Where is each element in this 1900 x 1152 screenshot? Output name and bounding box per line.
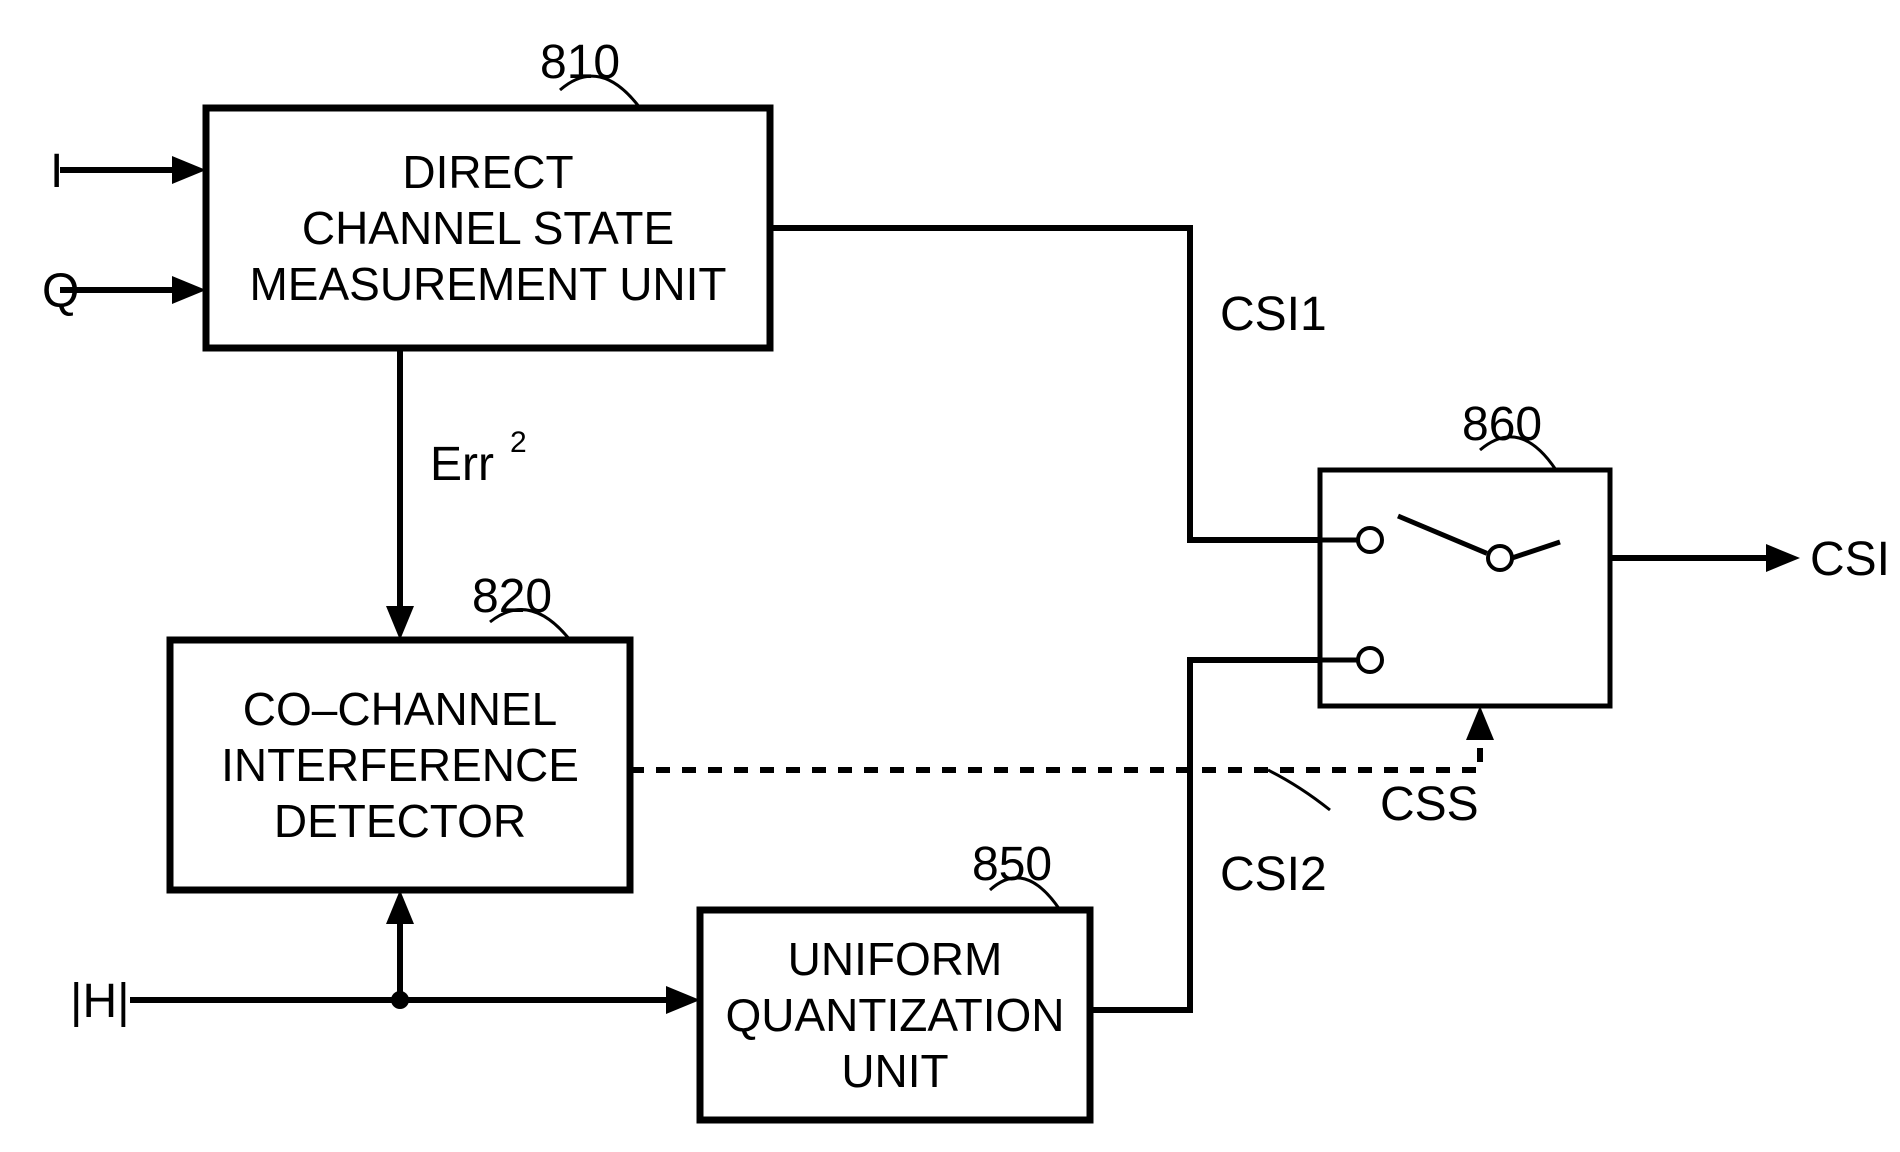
b850-label-line: UNIT — [841, 1045, 948, 1097]
b820-label-line: CO–CHANNEL — [243, 683, 557, 735]
b850-ref: 850 — [972, 838, 1052, 891]
err-sup-label: 2 — [510, 426, 527, 459]
css-wire — [630, 736, 1480, 770]
b810-label-line: DIRECT — [402, 146, 573, 198]
b820-ref: 820 — [472, 570, 552, 623]
b820-label-line: DETECTOR — [274, 795, 526, 847]
css-leader — [1268, 770, 1330, 810]
csi2-label: CSI2 — [1220, 848, 1327, 901]
input-h-label: |H| — [70, 975, 130, 1028]
csi1-label: CSI1 — [1220, 288, 1327, 341]
switch-contact-bot — [1358, 648, 1382, 672]
csi1-wire — [770, 228, 1320, 540]
csi-out-label: CSI — [1810, 533, 1890, 586]
switch-contact-out — [1488, 546, 1512, 570]
b850-label-line: QUANTIZATION — [725, 989, 1064, 1041]
b810-ref: 810 — [540, 36, 620, 89]
b820-label-line: INTERFERENCE — [221, 739, 579, 791]
b810-label-line: CHANNEL STATE — [302, 202, 674, 254]
b860-ref: 860 — [1462, 398, 1542, 451]
b850-label-line: UNIFORM — [788, 933, 1003, 985]
err-label: Err — [430, 438, 494, 491]
b810-label-line: MEASUREMENT UNIT — [249, 258, 726, 310]
csi2-wire — [1090, 660, 1320, 1010]
input-q-label: Q — [42, 265, 79, 318]
input-i-label: I — [50, 145, 63, 198]
switch-contact-top — [1358, 528, 1382, 552]
css-label: CSS — [1380, 778, 1479, 831]
